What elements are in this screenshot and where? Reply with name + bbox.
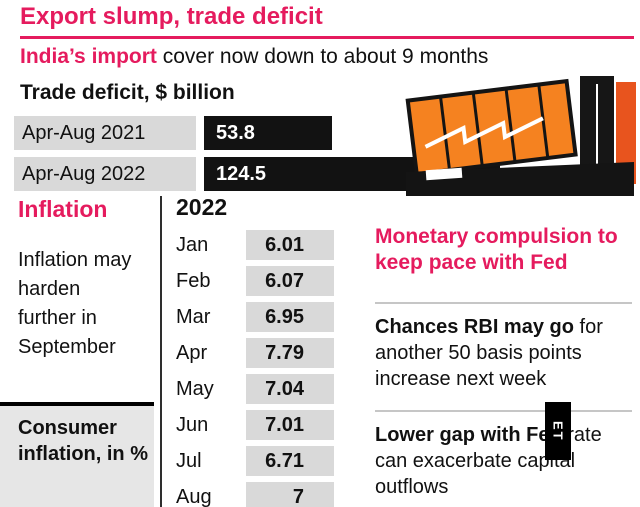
title-underline	[20, 36, 634, 39]
table-row: May 7.04	[162, 371, 362, 407]
inflation-table: 2022 Jan 6.01 Feb 6.07 Mar 6.95 Apr 7.79…	[162, 194, 362, 507]
subtitle: India’s import cover now down to about 9…	[20, 45, 488, 69]
bar-period-label: Apr-Aug 2022	[14, 157, 196, 191]
table-row: Mar 6.95	[162, 299, 362, 335]
inflation-value: 6.71	[246, 446, 334, 476]
vertical-divider	[160, 196, 162, 507]
monetary-heading: Monetary compulsion to keep pace with Fe…	[375, 225, 618, 275]
fed-gap-note: Lower gap with Fed rate can exacerbate c…	[375, 422, 633, 500]
inflation-note: Inflation may harden further in Septembe…	[18, 249, 132, 358]
month-label: May	[176, 377, 214, 400]
month-label: Jan	[176, 233, 209, 256]
subtitle-rest-text: cover now down to about 9 months	[156, 45, 489, 68]
bar-value: 53.8	[216, 121, 255, 144]
inflation-value: 6.07	[246, 266, 334, 296]
cargo-ship-illustration	[405, 76, 636, 196]
table-row: Jul 6.71	[162, 443, 362, 479]
consumer-inflation-label: Consumer inflation, in %	[18, 417, 148, 465]
bar-value: 124.5	[216, 162, 267, 185]
rbi-note: Chances RBI may go for another 50 basis …	[375, 314, 633, 392]
month-label: Aug	[176, 485, 212, 507]
inflation-value: 6.95	[246, 302, 334, 332]
table-year-header: 2022	[176, 194, 228, 220]
month-label: Feb	[176, 269, 211, 292]
bar-period-label: Apr-Aug 2021	[14, 116, 196, 150]
table-row: Aug 7	[162, 479, 362, 507]
inflation-value: 7.79	[246, 338, 334, 368]
trade-deficit-label: Trade deficit, $ billion	[20, 81, 235, 104]
month-label: Jun	[176, 413, 209, 436]
month-label: Jul	[176, 449, 202, 472]
trade-deficit-row-2021: Apr-Aug 2021 53.8	[14, 116, 332, 150]
rbi-note-rest: for another 50 basis points increase nex…	[375, 316, 603, 390]
fed-gap-note-rest: rate can exacerbate capital outflows	[375, 424, 602, 498]
month-label: Apr	[176, 341, 208, 364]
et-logo: ET	[545, 402, 571, 460]
rbi-note-bold: Chances RBI may go	[375, 316, 574, 338]
inflation-value: 7	[246, 482, 334, 507]
horizontal-divider	[375, 410, 632, 412]
inflation-heading: Inflation	[18, 196, 108, 222]
table-row: Jun 7.01	[162, 407, 362, 443]
fed-gap-note-bold: Lower gap with Fed	[375, 424, 562, 446]
page-title: Export slump, trade deficit	[20, 3, 323, 30]
subtitle-bold-text: India’s import	[20, 45, 157, 68]
table-row: Feb 6.07	[162, 263, 362, 299]
bar-2021: 53.8	[204, 116, 332, 150]
inflation-value: 7.04	[246, 374, 334, 404]
inflation-value: 6.01	[246, 230, 334, 260]
table-row: Apr 7.79	[162, 335, 362, 371]
consumer-inflation-box: Consumer inflation, in %	[0, 402, 154, 507]
horizontal-divider	[375, 302, 632, 304]
month-label: Mar	[176, 305, 211, 328]
trade-deficit-row-2022: Apr-Aug 2022 124.5	[14, 157, 500, 191]
table-row: Jan 6.01	[162, 227, 362, 263]
inflation-value: 7.01	[246, 410, 334, 440]
